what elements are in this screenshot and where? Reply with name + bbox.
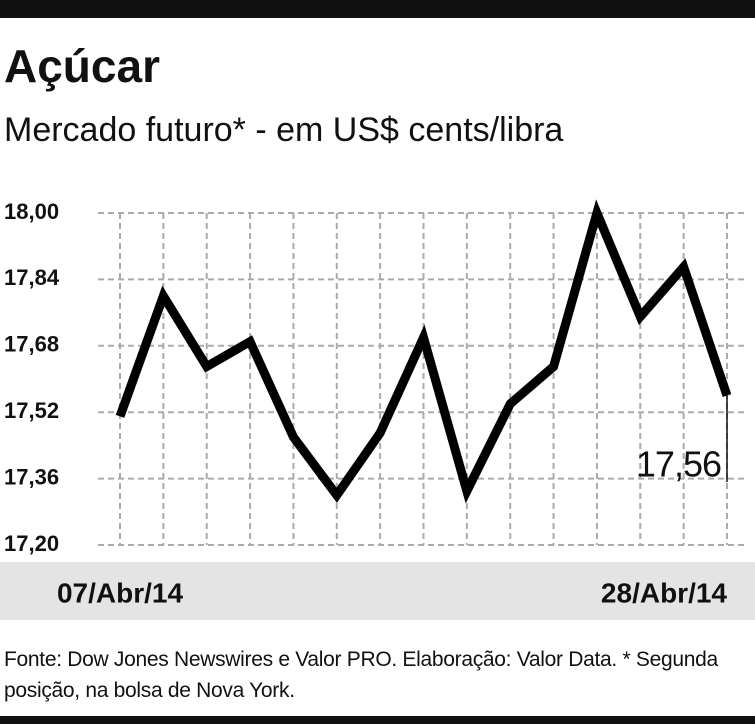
chart-title: Açúcar — [4, 40, 160, 92]
y-tick-label: 17,84 — [4, 265, 60, 290]
y-tick-label: 17,36 — [4, 464, 59, 489]
y-tick-label: 18,00 — [4, 199, 59, 224]
value-label: 17,56 — [636, 444, 721, 485]
x-tick-label: 07/Abr/14 — [57, 577, 183, 608]
bottom-bar — [0, 716, 755, 724]
top-bar — [0, 0, 755, 18]
y-tick-label: 17,20 — [4, 531, 59, 556]
source-note: Fonte: Dow Jones Newswires e Valor PRO. … — [4, 648, 718, 702]
x-band — [0, 562, 755, 620]
chart-subtitle: Mercado futuro* - em US$ cents/libra — [4, 111, 563, 149]
y-tick-label: 17,52 — [4, 398, 59, 423]
y-tick-label: 17,68 — [4, 332, 59, 357]
line — [115, 199, 732, 504]
x-tick-label: 28/Abr/14 — [601, 577, 727, 608]
